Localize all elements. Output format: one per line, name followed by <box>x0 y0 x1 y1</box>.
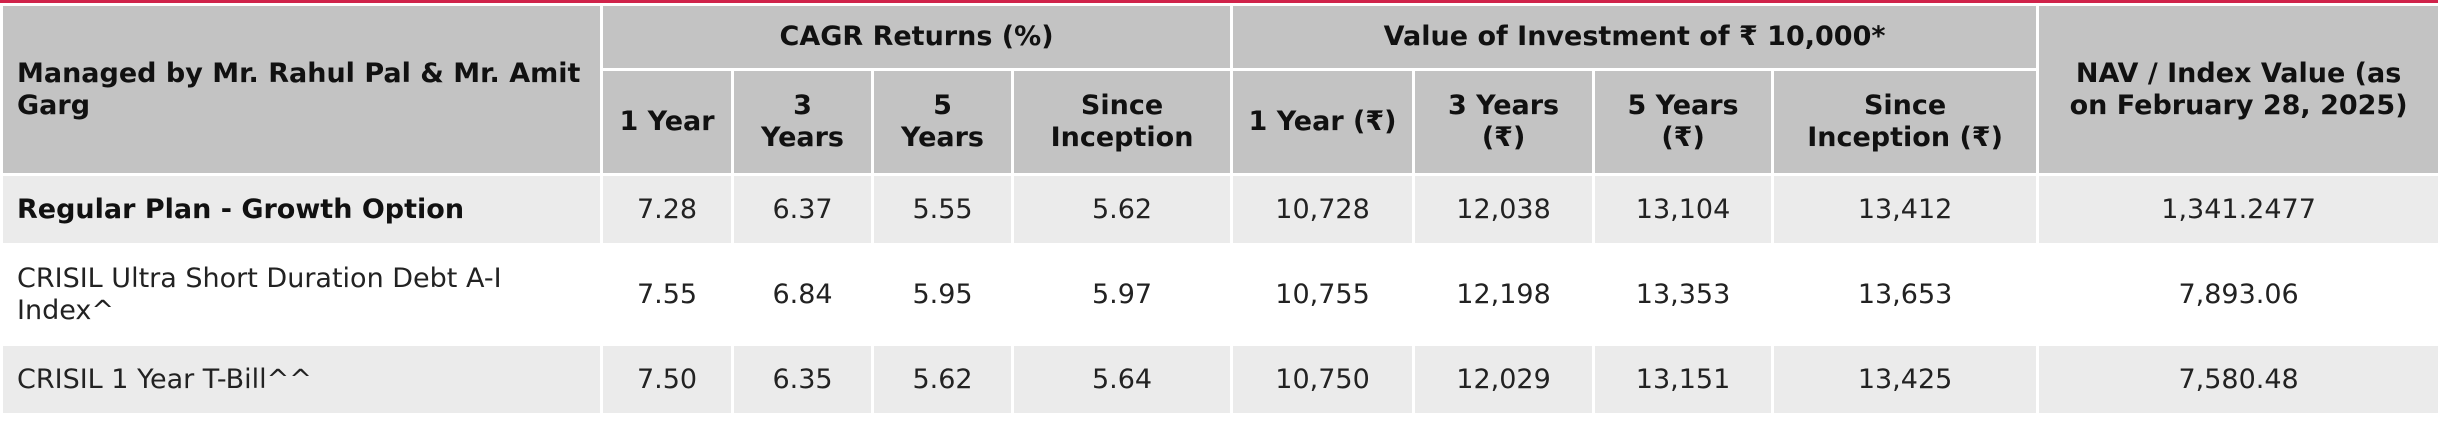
table-cell: 13,151 <box>1592 343 1775 416</box>
table-cell: 7,580.48 <box>2036 343 2438 416</box>
table-cell: 10,728 <box>1230 173 1416 246</box>
table-cell: 10,750 <box>1230 343 1416 416</box>
table-cell: 7.50 <box>600 343 734 416</box>
table-cell: 6.37 <box>731 173 874 246</box>
table-cell: 5.95 <box>871 243 1014 346</box>
cagr-col-since-inception: Since Inception <box>1010 68 1234 176</box>
value-of-investment-header: Value of Investment of ₹ 10,000* <box>1230 3 2040 71</box>
value-col-since-inception: Since Inception (₹) <box>1771 68 2040 176</box>
cagr-returns-header: CAGR Returns (%) <box>599 3 1234 71</box>
table-cell: 5.55 <box>871 173 1014 246</box>
value-col-5-years: 5 Years (₹) <box>1592 68 1775 176</box>
table-cell: 1,341.2477 <box>2036 173 2438 246</box>
table-cell: 6.84 <box>731 243 874 346</box>
table-cell: 7.55 <box>600 243 734 346</box>
row-label: CRISIL 1 Year T-Bill^^ <box>0 343 603 416</box>
table-cell: 5.62 <box>871 343 1014 416</box>
table-cell: 13,412 <box>1771 173 2040 246</box>
cagr-col-3-years: 3 Years <box>731 68 874 176</box>
table-cell: 7,893.06 <box>2036 243 2438 346</box>
row-label: CRISIL Ultra Short Duration Debt A-I Ind… <box>0 243 603 346</box>
value-col-1-year: 1 Year (₹) <box>1230 68 1416 176</box>
table-cell: 13,425 <box>1771 343 2040 416</box>
table-cell: 12,038 <box>1412 173 1596 246</box>
table-cell: 13,353 <box>1592 243 1775 346</box>
table-row: CRISIL Ultra Short Duration Debt A-I Ind… <box>0 243 2438 346</box>
managed-by-header: Managed by Mr. Rahul Pal & Mr. Amit Garg <box>0 3 603 176</box>
table-cell: 13,653 <box>1771 243 2040 346</box>
cagr-col-1-year: 1 Year <box>600 68 734 176</box>
table-cell: 12,198 <box>1412 243 1596 346</box>
table-cell: 6.35 <box>731 343 874 416</box>
cagr-col-5-years: 5 Years <box>871 68 1014 176</box>
table-cell: 5.62 <box>1010 173 1234 246</box>
nav-index-value-header: NAV / Index Value (as on February 28, 20… <box>2036 3 2438 176</box>
table-cell: 10,755 <box>1230 243 1416 346</box>
top-accent-rule <box>0 0 2438 3</box>
table-cell: 13,104 <box>1592 173 1775 246</box>
table-cell: 5.97 <box>1010 243 1234 346</box>
table-row: Regular Plan - Growth Option 7.28 6.37 5… <box>0 173 2438 246</box>
table-row: CRISIL 1 Year T-Bill^^ 7.50 6.35 5.62 5.… <box>0 343 2438 416</box>
performance-table: Managed by Mr. Rahul Pal & Mr. Amit Garg… <box>0 3 2438 416</box>
value-col-3-years: 3 Years (₹) <box>1412 68 1596 176</box>
row-label: Regular Plan - Growth Option <box>0 173 603 246</box>
table-cell: 7.28 <box>600 173 734 246</box>
table-cell: 5.64 <box>1010 343 1234 416</box>
table-cell: 12,029 <box>1412 343 1596 416</box>
